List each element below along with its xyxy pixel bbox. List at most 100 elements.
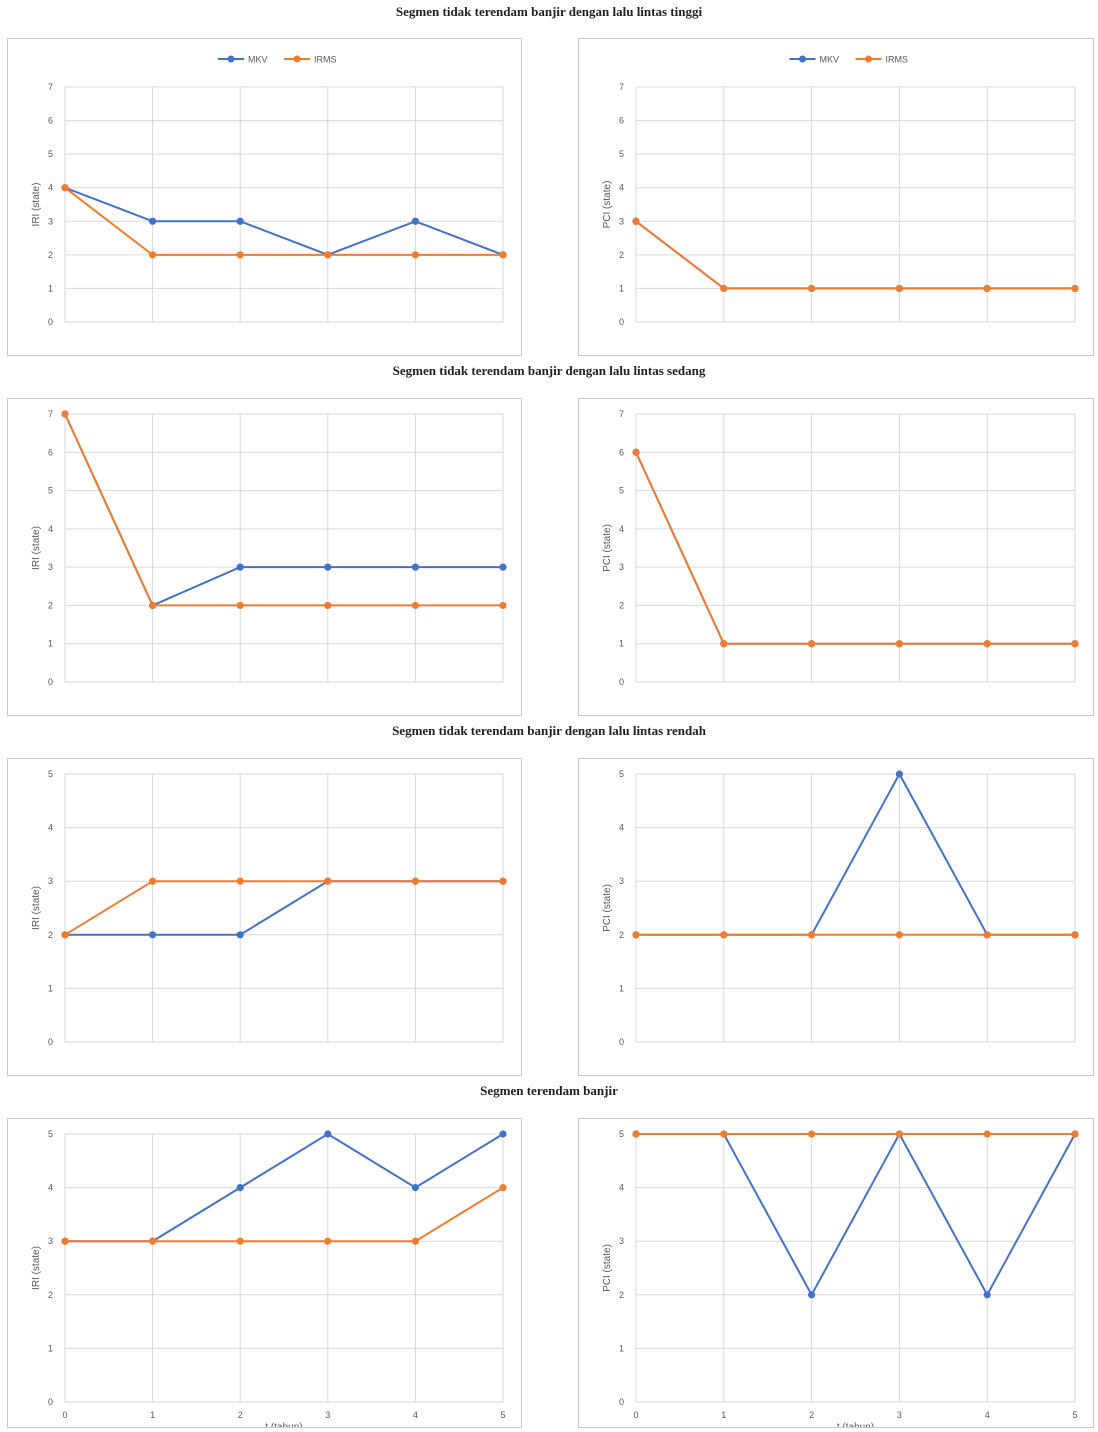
y-tick-label: 1 [48, 283, 53, 293]
data-point-irms [236, 251, 244, 259]
legend-label: IRMS [314, 55, 337, 65]
y-tick-label: 5 [619, 769, 624, 779]
legend-swatch-marker [293, 55, 301, 63]
y-axis-label: PCI (state) [602, 181, 613, 229]
data-point-irms [895, 931, 903, 939]
y-tick-label: 7 [619, 409, 624, 419]
data-point-irms [499, 877, 507, 885]
y-tick-label: 0 [619, 1037, 624, 1047]
y-tick-label: 4 [619, 183, 624, 193]
x-tick-label: 5 [1072, 1410, 1077, 1420]
y-tick-label: 0 [48, 317, 53, 327]
data-point-irms [411, 601, 419, 610]
chart-panel-low-traffic-pci: 0 1 2 3 4 5 PCI (state) [578, 758, 1094, 1076]
x-tick-label: 1 [150, 1410, 155, 1420]
chart-low-traffic-iri: 0 1 2 3 4 5 IRI (state) [31, 769, 507, 1047]
x-tick-label: 4 [985, 1410, 990, 1420]
y-tick-label: 3 [48, 1236, 53, 1246]
data-point-irms [1071, 1130, 1079, 1138]
data-point-irms [324, 251, 332, 259]
y-tick-label: 3 [619, 1236, 624, 1246]
y-axis-label: IRI (state) [31, 183, 42, 227]
y-tick-label: 0 [619, 317, 624, 327]
chart-panel-low-traffic-iri: 0 1 2 3 4 5 IRI (state) [7, 758, 522, 1076]
y-tick-label: 1 [619, 639, 624, 649]
data-point-mkv [236, 217, 244, 225]
data-point-irms [720, 640, 728, 648]
y-tick-label: 2 [619, 600, 624, 610]
data-point-irms [983, 931, 991, 939]
data-point-irms [61, 931, 69, 939]
series-line-mkv [636, 1131, 1076, 1297]
y-tick-label: 2 [619, 250, 624, 260]
data-point-mkv [149, 931, 157, 939]
series-line-irms [64, 880, 503, 936]
y-tick-label: 5 [48, 1129, 53, 1139]
chart-flooded-pci: 0 1 2 3 4 5 0 1 2 3 4 5 PCI (state) t (tahun) [602, 1129, 1079, 1432]
data-point-irms [236, 601, 244, 610]
legend-item-irms: IRMS [284, 55, 337, 65]
section-title-2: Segmen tidak terendam banjir dengan lalu… [392, 363, 706, 378]
data-point-irms [61, 184, 69, 192]
x-tick-label: 2 [238, 1410, 243, 1420]
y-tick-label: 6 [619, 447, 624, 457]
data-point-irms [720, 1130, 728, 1138]
data-point-mkv [411, 217, 419, 225]
y-tick-label: 7 [48, 409, 53, 419]
y-tick-label: 1 [619, 1343, 624, 1353]
chart-panel-high-traffic-iri: 0 1 2 3 4 5 6 7 IRI (state) MKV IRMS [7, 38, 522, 356]
y-tick-label: 5 [48, 769, 53, 779]
x-tick-label: 1 [721, 1410, 726, 1420]
section-title-4: Segmen terendam banjir [480, 1083, 618, 1098]
data-point-mkv [499, 563, 507, 571]
y-axis-label: IRI (state) [31, 1246, 42, 1290]
data-point-mkv [149, 217, 157, 225]
legend-item-mkv: MKV [218, 55, 268, 65]
data-point-mkv [324, 1130, 332, 1138]
y-tick-label: 6 [48, 116, 53, 126]
y-tick-label: 5 [619, 149, 624, 159]
data-point-irms [61, 1237, 69, 1245]
data-point-mkv [236, 931, 244, 939]
data-point-mkv [236, 563, 244, 571]
data-point-irms [895, 640, 903, 648]
x-tick-label: 0 [62, 1410, 67, 1420]
y-tick-label: 2 [48, 930, 53, 940]
y-tick-label: 1 [48, 1343, 53, 1353]
data-point-irms [808, 931, 816, 939]
x-tick-label: 5 [500, 1410, 505, 1420]
data-point-irms [632, 217, 640, 225]
y-axis-label: PCI (state) [602, 1244, 613, 1292]
section-title-1: Segmen tidak terendam banjir dengan lalu… [395, 4, 703, 19]
data-point-irms [411, 1237, 419, 1245]
legend-item-irms: IRMS [855, 55, 908, 65]
y-tick-label: 4 [619, 524, 624, 534]
y-tick-label: 2 [48, 600, 53, 610]
data-point-irms [983, 284, 991, 293]
data-point-irms [324, 1237, 332, 1245]
chart-panel-flooded-iri: 0 1 2 3 4 5 0 1 2 3 4 5 IRI (state) t (tahun) [7, 1118, 522, 1432]
data-point-irms [149, 877, 157, 885]
data-point-irms [236, 877, 244, 885]
data-point-irms [895, 284, 903, 293]
y-tick-label: 0 [48, 1397, 53, 1407]
y-tick-label: 2 [619, 930, 624, 940]
series-line-irms [64, 413, 503, 607]
series-line-mkv [64, 413, 503, 607]
data-point-mkv [808, 1291, 816, 1299]
data-point-mkv [983, 1291, 991, 1299]
data-point-irms [808, 640, 816, 648]
data-point-irms [236, 1237, 244, 1245]
chart-low-traffic-pci: 0 1 2 3 4 5 PCI (state) [602, 769, 1079, 1047]
data-point-irms [1071, 640, 1079, 648]
data-point-irms [149, 601, 157, 610]
data-point-irms [411, 251, 419, 259]
y-tick-label: 3 [619, 562, 624, 572]
y-axis-label: PCI (state) [602, 884, 613, 932]
series-line-mkv [635, 451, 1075, 645]
legend-label: MKV [820, 55, 840, 65]
x-tick-label: 3 [897, 1410, 902, 1420]
series-line-irms [64, 186, 503, 256]
legend-swatch-marker [227, 55, 235, 63]
data-point-irms [149, 1237, 157, 1245]
